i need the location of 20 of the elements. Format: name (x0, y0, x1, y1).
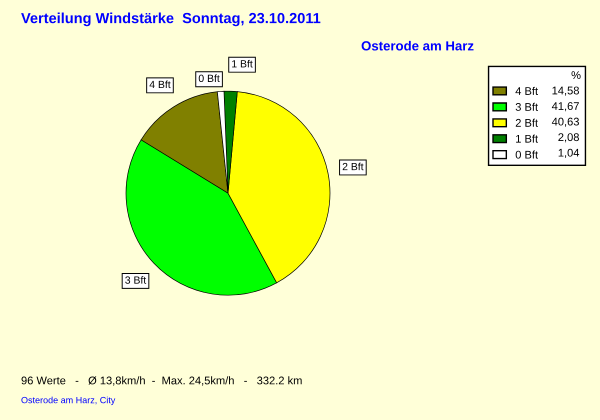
text: 96 Werte - Ø 13,8km/h - Max. 24,5km/h - 332.2 km (22, 376, 302, 386)
legend-label: 0 Bft (516, 150, 538, 159)
chart-title: Verteilung Windstärke Sonntag, 23.10.2011 (21, 12, 320, 26)
legend-label: 2 Bft (516, 118, 538, 127)
data-label: 2,08 (558, 133, 579, 142)
text: Osterode am Harz, City (21, 396, 116, 406)
slice-label: 3 Bft (125, 276, 146, 284)
slice-label: 2 Bft (342, 162, 364, 170)
legend-label: 3 Bft (516, 102, 538, 111)
legend-title: % (572, 71, 581, 80)
slice-label: 0 Bft (198, 74, 220, 82)
data-label: 14,58 (552, 86, 579, 96)
data-label: 1,04 (558, 148, 580, 158)
slice-label: 4 Bft (150, 80, 171, 88)
legend-label: 4 Bft (515, 86, 538, 95)
data-label: 41,67 (552, 102, 579, 112)
slice-label: 1 Bft (232, 60, 253, 68)
data-label: 40,63 (552, 118, 579, 127)
legend-label: 1 Bft (516, 134, 538, 143)
chart-subtitle: Osterode am Harz (362, 40, 474, 51)
